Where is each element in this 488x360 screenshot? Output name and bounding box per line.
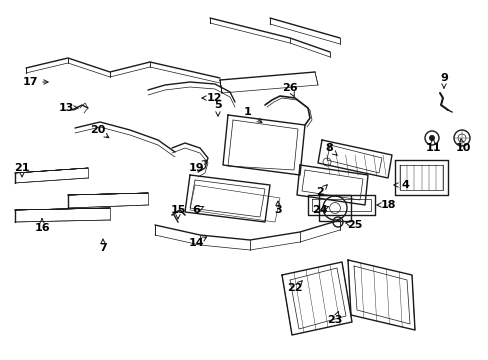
Text: 24: 24 — [311, 205, 327, 215]
Text: 2: 2 — [315, 187, 323, 197]
Text: 25: 25 — [346, 220, 362, 230]
Text: 9: 9 — [439, 73, 447, 83]
Polygon shape — [296, 165, 367, 205]
Text: 7: 7 — [99, 243, 107, 253]
Text: 17: 17 — [22, 77, 38, 87]
Text: 6: 6 — [192, 205, 200, 215]
Text: 5: 5 — [214, 100, 222, 110]
Text: 3: 3 — [274, 205, 281, 215]
Polygon shape — [394, 160, 447, 195]
Text: 10: 10 — [454, 143, 470, 153]
Text: 14: 14 — [188, 238, 203, 248]
Polygon shape — [317, 140, 391, 178]
Text: 4: 4 — [400, 180, 408, 190]
Text: 20: 20 — [90, 125, 105, 135]
Polygon shape — [282, 262, 351, 335]
Text: 13: 13 — [58, 103, 74, 113]
Polygon shape — [347, 260, 414, 330]
Text: 21: 21 — [14, 163, 30, 173]
Text: 18: 18 — [380, 200, 395, 210]
Text: 19: 19 — [188, 163, 203, 173]
Polygon shape — [184, 175, 269, 222]
Text: 11: 11 — [425, 143, 440, 153]
Text: 1: 1 — [244, 107, 251, 117]
Text: 22: 22 — [286, 283, 302, 293]
Text: 23: 23 — [326, 315, 342, 325]
Text: 16: 16 — [34, 223, 50, 233]
Polygon shape — [318, 195, 350, 221]
Text: 8: 8 — [325, 143, 332, 153]
Polygon shape — [223, 115, 305, 175]
Text: 15: 15 — [170, 205, 185, 215]
Circle shape — [428, 135, 434, 141]
Text: 26: 26 — [282, 83, 297, 93]
Polygon shape — [307, 195, 374, 215]
Text: 12: 12 — [206, 93, 221, 103]
